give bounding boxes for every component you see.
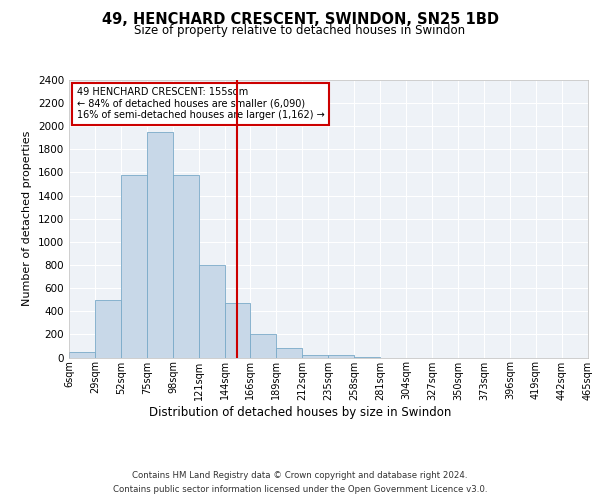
Text: Contains HM Land Registry data © Crown copyright and database right 2024.: Contains HM Land Registry data © Crown c… (132, 472, 468, 480)
Bar (95, 300, 121, 358)
Bar (147, 132, 173, 358)
Bar (225, 303, 250, 358)
Bar (250, 334, 276, 357)
Bar (173, 175, 199, 358)
Text: 49, HENCHARD CRESCENT, SWINDON, SN25 1BD: 49, HENCHARD CRESCENT, SWINDON, SN25 1BD (101, 12, 499, 28)
Text: 49 HENCHARD CRESCENT: 155sqm
← 84% of detached houses are smaller (6,090)
16% of: 49 HENCHARD CRESCENT: 155sqm ← 84% of de… (77, 87, 325, 120)
Bar (121, 175, 147, 358)
Bar (276, 348, 302, 358)
Bar (328, 356, 354, 358)
Bar (354, 357, 380, 358)
Text: Size of property relative to detached houses in Swindon: Size of property relative to detached ho… (134, 24, 466, 37)
Text: Contains public sector information licensed under the Open Government Licence v3: Contains public sector information licen… (113, 484, 487, 494)
Bar (199, 265, 225, 358)
Y-axis label: Number of detached properties: Number of detached properties (22, 131, 32, 306)
Bar (69, 352, 95, 358)
Bar (302, 354, 328, 358)
Text: Distribution of detached houses by size in Swindon: Distribution of detached houses by size … (149, 406, 451, 419)
